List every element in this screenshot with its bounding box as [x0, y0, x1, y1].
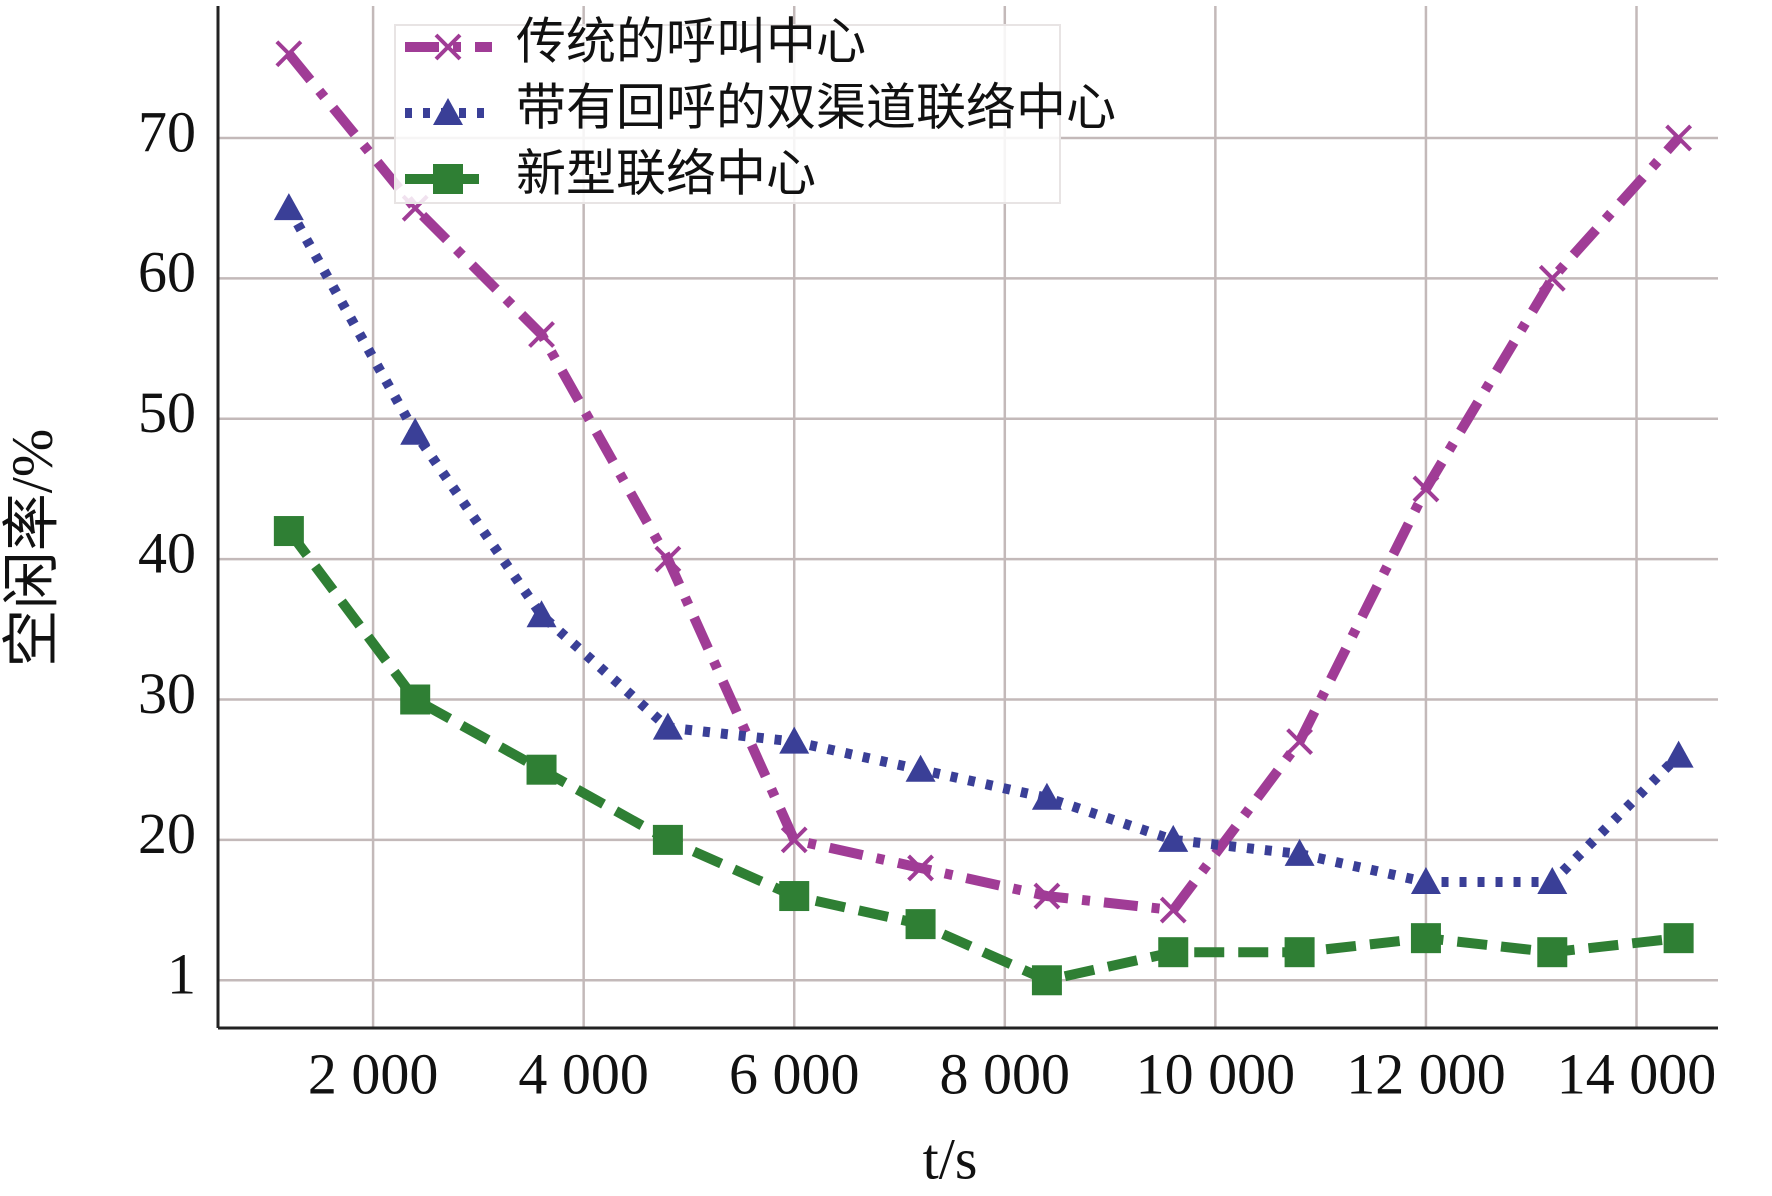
marker: [1284, 838, 1315, 866]
marker: [528, 321, 555, 348]
marker: [1665, 124, 1693, 152]
marker: [400, 684, 431, 715]
marker: [434, 33, 462, 61]
series-line: [284, 528, 1680, 986]
marker: [1284, 937, 1315, 968]
marker: [275, 40, 303, 68]
y-tick-label: 30: [138, 661, 196, 726]
marker: [1031, 965, 1062, 996]
marker: [1663, 740, 1694, 768]
marker: [1158, 937, 1189, 968]
marker: [1033, 882, 1061, 910]
series-line: [284, 205, 1683, 887]
marker: [1538, 264, 1566, 292]
x-tick-label: 14 000: [1557, 1041, 1717, 1106]
marker: [652, 712, 683, 740]
marker: [1031, 782, 1062, 810]
marker: [526, 754, 557, 785]
x-tick-label: 10 000: [1136, 1041, 1296, 1106]
marker: [1537, 937, 1568, 968]
legend-label: 带有回呼的双渠道联络中心: [516, 79, 1116, 135]
x-tick-label: 4 000: [518, 1041, 649, 1106]
marker: [1286, 728, 1314, 756]
x-tick-label: 8 000: [940, 1041, 1071, 1106]
y-tick-label: 50: [138, 380, 196, 445]
marker: [905, 754, 936, 782]
legend-label: 新型联络中心: [516, 145, 816, 201]
marker: [1410, 923, 1441, 954]
x-tick-label: 6 000: [729, 1041, 860, 1106]
marker: [1537, 867, 1568, 894]
marker: [526, 600, 557, 628]
x-axis-label: t/s: [923, 1126, 978, 1191]
marker: [400, 417, 431, 445]
y-axis-label: 空闲率/%: [0, 429, 64, 667]
marker: [779, 726, 810, 754]
y-tick-label: 20: [138, 801, 196, 866]
y-tick-label: 1: [167, 942, 196, 1007]
marker: [273, 516, 304, 547]
marker: [780, 826, 808, 854]
x-tick-label: 2 000: [308, 1041, 439, 1106]
marker: [654, 545, 682, 573]
marker: [779, 881, 810, 912]
marker: [1663, 923, 1694, 954]
x-tick-label: 12 000: [1346, 1041, 1506, 1106]
marker: [1158, 824, 1189, 852]
marker: [1410, 867, 1441, 894]
legend-box: [394, 24, 1061, 204]
series-line: [284, 50, 1683, 916]
marker: [1412, 475, 1440, 503]
marker: [433, 164, 463, 194]
legend-label: 传统的呼叫中心: [516, 13, 866, 69]
marker: [652, 824, 683, 855]
marker: [905, 909, 936, 940]
y-tick-label: 40: [138, 520, 196, 585]
marker: [907, 854, 934, 882]
y-tick-label: 70: [138, 99, 196, 164]
marker: [433, 98, 463, 125]
marker: [273, 193, 304, 221]
marker: [1159, 896, 1187, 924]
y-tick-label: 60: [138, 240, 196, 305]
